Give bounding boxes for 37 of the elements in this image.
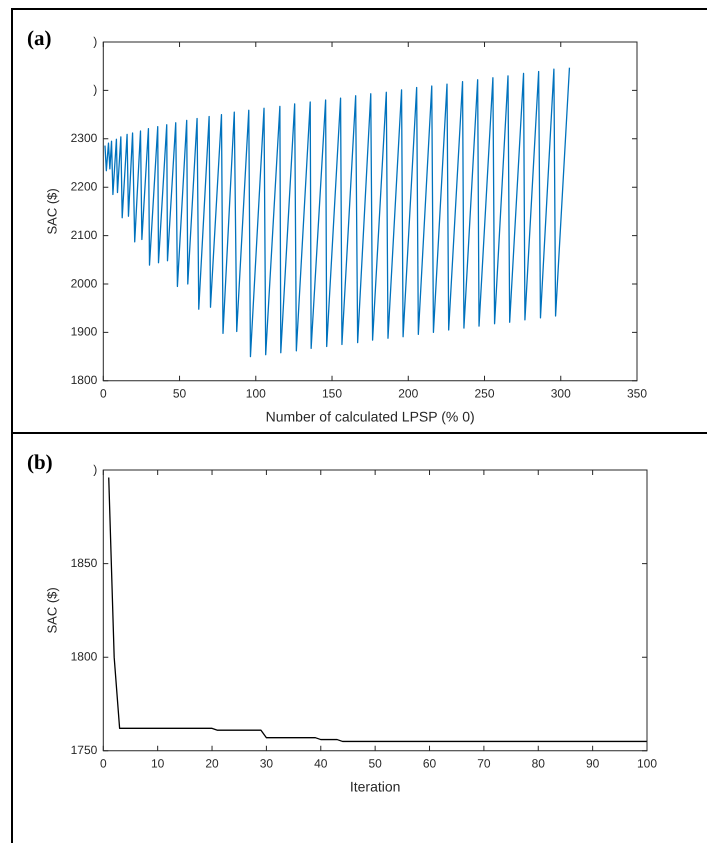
x-tick-label: 40 [314,756,328,770]
x-tick-label: 50 [172,386,187,400]
x-tick-label: 30 [260,756,274,770]
x-tick-label: 20 [205,756,220,770]
y-tick-label: ) [93,82,98,97]
x-tick-label: 100 [246,386,266,400]
x-tick-label: 60 [422,756,437,770]
chart-title: (a) [27,26,52,51]
y-tick-label: 1800 [70,650,98,664]
x-tick-label: 70 [477,756,491,770]
x-axis-title: Iteration [350,778,400,794]
y-tick-label: ) [93,34,98,48]
x-tick-label: 80 [532,756,546,770]
y-tick-label: ) [93,462,98,476]
x-tick-label: 10 [150,756,165,770]
x-tick-label: 90 [586,756,600,770]
x-axis-title: Number of calculated LPSP (% 0) [266,408,475,424]
x-tick-label: 150 [322,386,342,400]
x-tick-label: 100 [636,756,658,770]
y-tick-label: 2300 [70,131,98,146]
x-tick-label: 250 [474,386,495,400]
chart-title: (b) [27,450,53,475]
x-tick-label: 0 [100,386,107,400]
y-tick-label: 2200 [70,180,98,194]
y-tick-label: 1750 [70,743,98,758]
y-axis-title: SAC ($) [44,188,60,235]
y-tick-label: 1850 [70,556,98,570]
x-tick-label: 0 [100,756,107,770]
y-tick-label: 2000 [70,276,98,290]
x-tick-label: 300 [550,386,572,400]
y-tick-label: 2100 [70,228,98,242]
x-tick-label: 350 [626,386,648,400]
y-tick-label: 1800 [70,373,98,388]
y-axis-title: SAC ($) [44,587,60,634]
x-tick-label: 200 [398,386,419,400]
y-tick-label: 1900 [70,324,98,339]
x-tick-label: 50 [368,756,382,770]
